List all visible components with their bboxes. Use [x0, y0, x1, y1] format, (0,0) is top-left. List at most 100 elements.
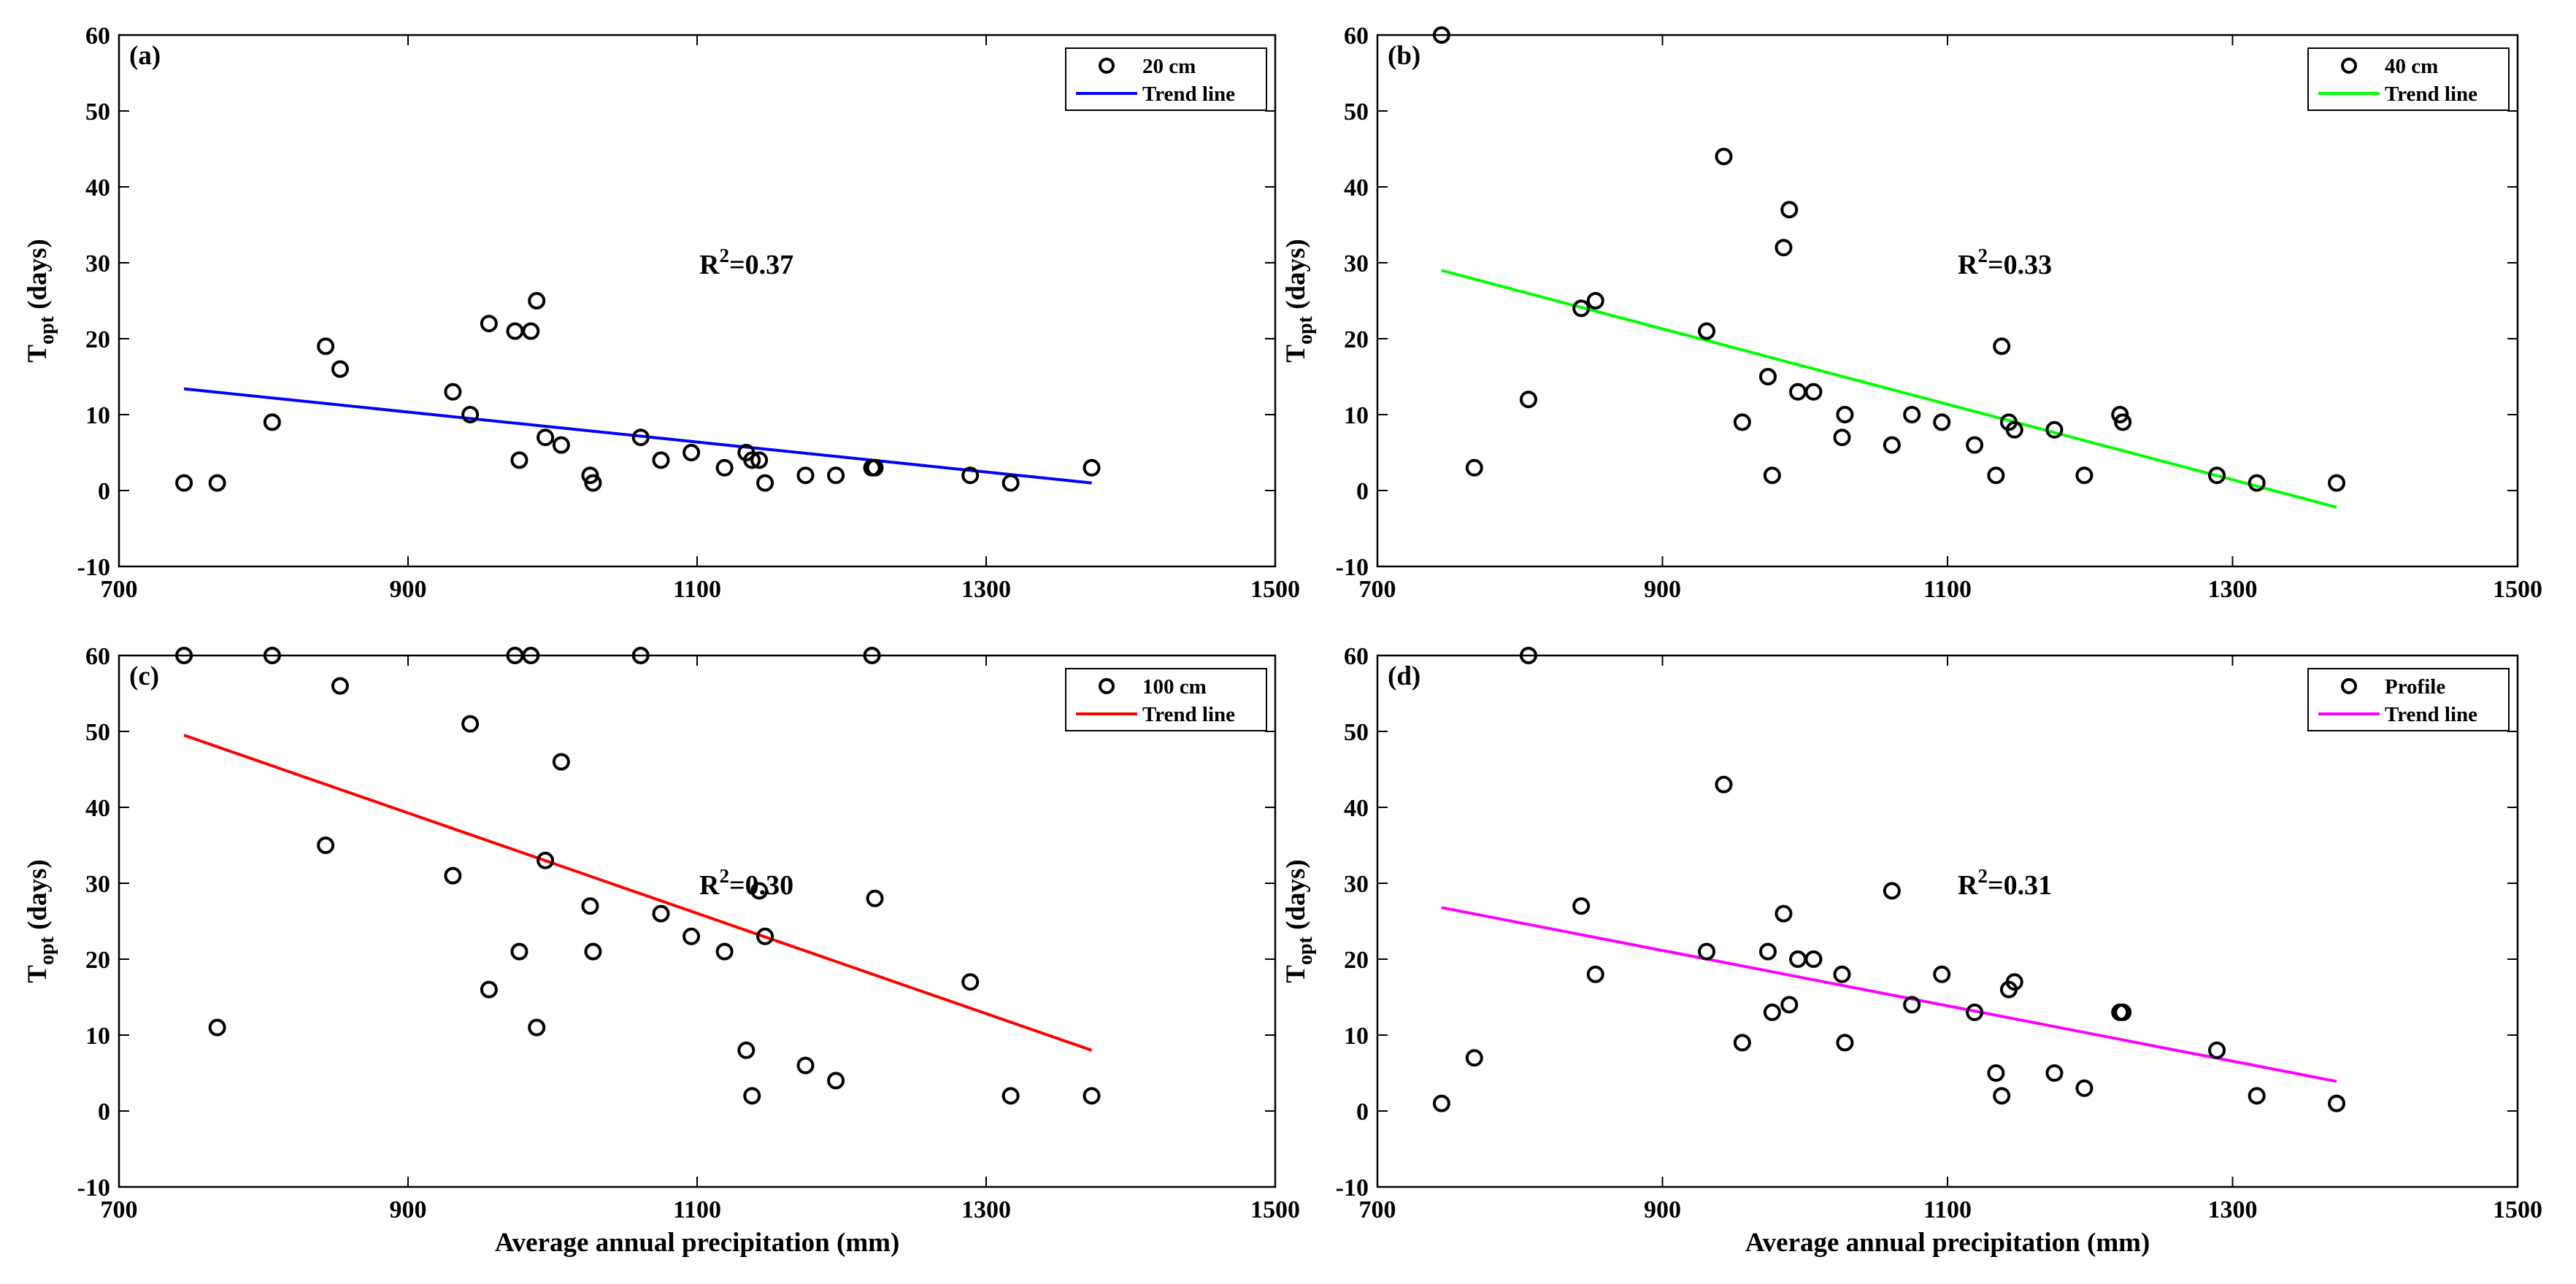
data-point — [2248, 1087, 2266, 1105]
r-squared-prefix: R — [699, 870, 720, 901]
data-point — [715, 942, 734, 961]
data-point — [652, 451, 670, 469]
plot-frame — [118, 34, 1277, 568]
r-squared-sup: 2 — [719, 245, 729, 266]
y-axis-title-sub: opt — [36, 315, 58, 345]
data-point — [510, 451, 528, 469]
r-squared-annotation: R2=0.37 — [699, 245, 793, 280]
data-point — [537, 428, 555, 447]
data-point — [208, 1018, 226, 1037]
x-tick-label: 1500 — [2493, 1196, 2542, 1223]
legend-marker-icon — [1099, 678, 1115, 694]
data-point — [1758, 942, 1777, 961]
legend-box — [1065, 47, 1267, 111]
data-point — [584, 474, 602, 492]
y-tick-label: 20 — [1344, 326, 1369, 353]
data-point — [2248, 474, 2266, 492]
data-point — [743, 1087, 761, 1105]
r-squared-sup: 2 — [1977, 865, 1988, 887]
data-point — [1698, 322, 1716, 340]
data-point — [1572, 299, 1591, 318]
data-point — [1758, 368, 1777, 385]
x-tick-label: 1300 — [961, 1196, 1011, 1223]
data-point — [506, 322, 524, 340]
data-point — [2111, 406, 2129, 423]
data-point — [1432, 26, 1450, 44]
data-point — [827, 466, 845, 485]
x-tick-label: 1100 — [673, 576, 721, 603]
data-point — [1763, 466, 1781, 485]
data-point — [961, 973, 980, 991]
data-point — [1775, 904, 1793, 923]
data-point — [175, 647, 193, 664]
y-tick-label: 20 — [85, 947, 110, 974]
data-point — [1763, 1003, 1781, 1021]
x-tick-label: 1300 — [2208, 1196, 2258, 1223]
y-tick-label: -10 — [77, 1175, 110, 1202]
x-tick-label: 900 — [1644, 576, 1681, 603]
data-point — [1083, 458, 1101, 477]
legend-box — [2307, 668, 2510, 731]
x-tick-label: 1500 — [2493, 576, 2542, 603]
x-tick-label: 1100 — [673, 1196, 721, 1223]
trend-line — [1441, 269, 2337, 509]
r-squared-prefix: R — [1958, 250, 1978, 280]
data-point — [1733, 413, 1751, 431]
y-axis-title: Topt (days) — [23, 239, 58, 362]
y-tick-label: 30 — [1344, 250, 1369, 277]
data-point — [461, 406, 480, 423]
r-squared-value: =0.30 — [729, 870, 793, 901]
data-point — [317, 337, 335, 355]
data-point — [1465, 458, 1483, 477]
data-point — [1733, 1034, 1751, 1052]
legend-label-trend: Trend line — [1142, 703, 1235, 726]
data-point — [866, 458, 884, 477]
data-point — [1966, 1003, 1984, 1021]
data-point — [2208, 1041, 2226, 1059]
x-tick-label: 1100 — [1923, 576, 1972, 603]
y-axis-title-tail: (days) — [1281, 859, 1311, 937]
data-point — [631, 647, 650, 664]
y-tick-label: 30 — [1344, 871, 1369, 898]
y-tick-label: 30 — [85, 250, 110, 277]
data-point — [961, 466, 980, 485]
y-tick-label: 60 — [1344, 643, 1369, 670]
data-point — [1903, 996, 1921, 1014]
legend-label-series: 20 cm — [1142, 55, 1196, 78]
data-point — [1993, 1087, 2011, 1105]
data-point — [750, 882, 769, 900]
r-squared-prefix: R — [1958, 870, 1978, 901]
data-point — [1519, 391, 1537, 409]
y-tick-label: -10 — [77, 554, 110, 581]
plot-frame — [118, 654, 1277, 1188]
data-point — [715, 458, 734, 477]
y-tick-label: 50 — [85, 719, 110, 746]
data-point — [1586, 292, 1604, 310]
data-point — [2328, 474, 2346, 492]
y-tick-label: 0 — [1356, 1099, 1369, 1126]
data-point — [1966, 436, 1984, 454]
data-point — [1987, 466, 2005, 485]
data-point — [2075, 466, 2094, 485]
data-point — [317, 837, 335, 854]
y-tick-label: -10 — [1336, 554, 1369, 581]
panel-label: (d) — [1388, 661, 1420, 691]
y-tick-label: 0 — [98, 478, 110, 505]
y-tick-label: 60 — [1344, 23, 1369, 50]
r-squared-value: =0.37 — [729, 250, 793, 280]
data-point — [510, 942, 528, 961]
y-tick-label: 40 — [85, 174, 110, 201]
y-tick-label: 60 — [85, 23, 110, 50]
legend-marker-icon — [1099, 58, 1115, 74]
data-point — [1698, 942, 1716, 961]
data-point — [827, 1072, 845, 1090]
data-point — [522, 322, 540, 340]
x-tick-label: 700 — [101, 576, 138, 603]
data-point — [1788, 950, 1807, 968]
data-point — [631, 428, 650, 447]
data-point — [584, 942, 602, 961]
data-point — [1780, 996, 1799, 1014]
y-tick-label: 60 — [85, 643, 110, 670]
data-point — [444, 382, 462, 401]
